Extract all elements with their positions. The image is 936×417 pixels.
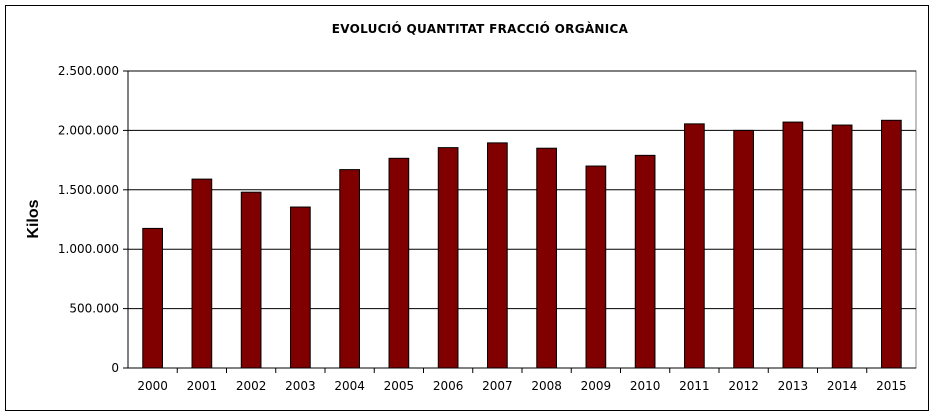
bar-2007: [487, 142, 508, 369]
x-axis-ticks: 2000 2001 2002 2003 2004 2005 2006 2007 2008 2009…: [137, 368, 907, 393]
x-tick-label: 2009: [581, 379, 612, 393]
x-tick-label: 2006: [433, 379, 464, 393]
x-tick-label: 2003: [285, 379, 316, 393]
x-tick-label: 2004: [334, 379, 365, 393]
x-tick-label: 2000: [137, 379, 168, 393]
bar-2001: [191, 178, 213, 369]
y-axis-ticks: 0 500.000 1.000.000 1.500.000 2.000.000 2.500…: [58, 64, 128, 375]
bar-2015: [881, 119, 902, 369]
x-tick-label: 2001: [187, 379, 218, 393]
bar-2003: [290, 206, 311, 369]
x-tick-label: 2012: [728, 379, 759, 393]
chart-title: EVOLUCIÓ QUANTITAT FRACCIÓ ORGÀNICA: [332, 21, 629, 36]
bar-2014: [831, 124, 853, 369]
y-tick-label: 1.000.000: [58, 242, 119, 256]
bar-2013: [782, 121, 804, 369]
bar-2008: [536, 147, 557, 369]
x-tick-label: 2013: [778, 379, 809, 393]
bar-2002: [240, 191, 262, 369]
bars: [142, 119, 902, 369]
y-tick-label: 0: [111, 361, 119, 375]
x-tick-label: 2011: [679, 379, 710, 393]
bar-2009: [585, 165, 607, 369]
x-tick-label: 2014: [827, 379, 858, 393]
x-tick-label: 2005: [384, 379, 415, 393]
y-tick-label: 1.500.000: [58, 183, 119, 197]
x-tick-label: 2002: [236, 379, 267, 393]
bar-2011: [684, 123, 705, 369]
y-tick-label: 2.500.000: [58, 64, 119, 78]
y-tick-label: 2.000.000: [58, 123, 119, 137]
x-tick-label: 2010: [630, 379, 661, 393]
bar-2004: [339, 169, 360, 369]
x-tick-label: 2015: [876, 379, 907, 393]
x-tick-label: 2007: [482, 379, 513, 393]
y-axis-label: Kilos: [25, 199, 42, 238]
y-tick-label: 500.000: [69, 302, 119, 316]
bar-2012: [733, 129, 754, 369]
x-tick-label: 2008: [531, 379, 562, 393]
bar-2000: [142, 227, 163, 369]
bar-2006: [437, 147, 459, 369]
bar-2010: [634, 154, 656, 369]
bar-2005: [388, 157, 410, 369]
